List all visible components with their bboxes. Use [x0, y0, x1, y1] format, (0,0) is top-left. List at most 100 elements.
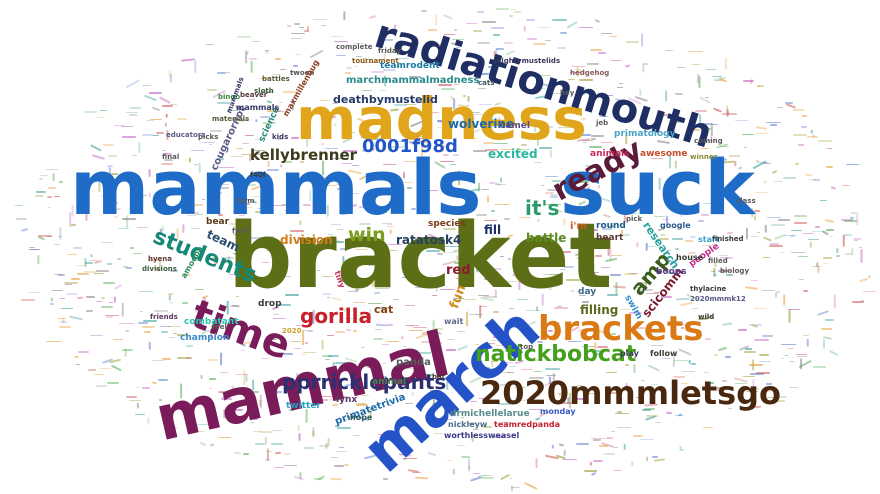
- background-speck: [343, 419, 347, 421]
- word-twoon: twoon: [290, 69, 315, 77]
- background-speck: [443, 33, 455, 36]
- background-speck: [163, 153, 173, 155]
- word-animals: animals: [590, 149, 630, 159]
- background-speck: [403, 367, 418, 370]
- background-speck: [165, 122, 168, 127]
- background-speck: [618, 82, 623, 85]
- background-speck: [684, 240, 694, 242]
- background-speck: [718, 145, 729, 148]
- background-speck: [248, 58, 257, 60]
- background-speck: [241, 349, 246, 352]
- background-speck: [714, 354, 718, 356]
- word-drop: drop: [258, 299, 282, 309]
- background-speck: [715, 79, 724, 81]
- background-speck: [245, 277, 257, 280]
- background-speck: [517, 298, 528, 301]
- background-speck: [109, 301, 114, 304]
- background-speck: [460, 456, 471, 458]
- background-speck: [396, 433, 400, 436]
- background-speck: [530, 359, 541, 361]
- background-speck: [521, 144, 527, 146]
- background-speck: [215, 192, 223, 194]
- background-speck: [320, 395, 334, 398]
- background-speck: [265, 437, 268, 446]
- background-speck: [648, 364, 660, 372]
- background-speck: [633, 327, 646, 329]
- background-speck: [312, 203, 319, 206]
- background-speck: [558, 238, 563, 241]
- background-speck: [450, 163, 457, 166]
- background-speck: [643, 408, 656, 410]
- background-speck: [271, 429, 283, 432]
- background-speck: [601, 266, 610, 269]
- background-speck: [614, 446, 618, 449]
- background-speck: [107, 263, 112, 265]
- background-speck: [214, 187, 230, 189]
- background-speck: [788, 309, 791, 323]
- word-coming: coming: [694, 137, 723, 145]
- background-speck: [559, 251, 572, 253]
- background-speck: [616, 426, 632, 429]
- word-brackets: brackets: [538, 309, 704, 349]
- background-speck: [218, 391, 227, 393]
- background-speck: [381, 222, 393, 225]
- background-speck: [222, 396, 230, 399]
- background-speck: [584, 271, 599, 274]
- background-speck: [373, 447, 382, 449]
- background-speck: [627, 116, 636, 118]
- background-speck: [303, 447, 314, 449]
- background-speck: [498, 403, 512, 405]
- background-speck: [595, 255, 602, 257]
- background-speck: [316, 269, 321, 272]
- background-speck: [688, 359, 691, 364]
- background-speck: [777, 106, 784, 108]
- background-speck: [526, 19, 536, 21]
- background-speck: [383, 433, 387, 435]
- background-speck: [139, 290, 153, 293]
- background-speck: [612, 176, 616, 179]
- background-speck: [651, 344, 663, 347]
- background-speck: [334, 465, 345, 467]
- background-speck: [336, 450, 348, 453]
- background-speck: [498, 384, 507, 386]
- background-speck: [812, 135, 816, 137]
- background-speck: [85, 310, 93, 312]
- background-speck: [639, 209, 650, 211]
- background-speck: [379, 89, 386, 92]
- background-speck: [95, 116, 106, 118]
- background-speck: [259, 431, 274, 433]
- background-speck: [57, 235, 63, 238]
- background-speck: [362, 61, 376, 63]
- background-speck: [52, 172, 55, 181]
- background-speck: [83, 271, 98, 273]
- background-speck: [290, 137, 300, 139]
- background-speck: [564, 326, 571, 329]
- background-speck: [244, 184, 256, 186]
- background-speck: [73, 247, 83, 249]
- background-speck: [473, 150, 488, 152]
- background-speck: [302, 329, 308, 332]
- word-bat: bat: [432, 373, 446, 381]
- background-speck: [630, 212, 641, 214]
- background-speck: [387, 225, 394, 228]
- background-speck: [591, 135, 605, 137]
- background-speck: [282, 204, 297, 206]
- background-speck: [100, 297, 106, 299]
- background-speck: [712, 107, 722, 112]
- background-speck: [631, 460, 634, 466]
- background-speck: [653, 458, 665, 462]
- background-speck: [265, 392, 279, 395]
- background-speck: [52, 289, 63, 292]
- background-speck: [395, 440, 399, 443]
- background-speck: [389, 463, 397, 465]
- background-speck: [690, 363, 696, 365]
- background-speck: [818, 140, 833, 142]
- background-speck: [718, 270, 731, 272]
- word-division: division: [280, 233, 333, 247]
- background-speck: [802, 115, 808, 117]
- background-speck: [504, 218, 510, 220]
- background-speck: [577, 384, 583, 386]
- background-speck: [129, 114, 138, 116]
- background-speck: [442, 367, 447, 370]
- word-day: day: [578, 287, 597, 297]
